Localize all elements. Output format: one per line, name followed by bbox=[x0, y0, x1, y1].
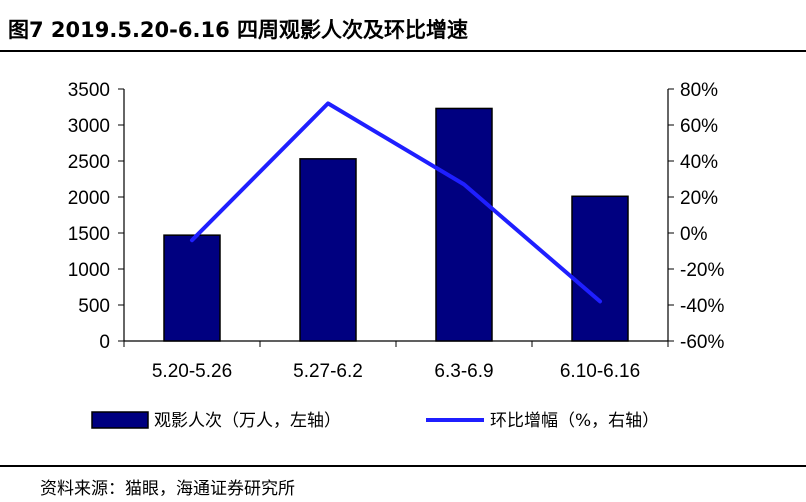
left-tick-label: 2500 bbox=[68, 152, 110, 173]
x-tick-label: 5.27-6.2 bbox=[293, 361, 363, 382]
source-note: 资料来源：猫眼，海通证券研究所 bbox=[40, 479, 295, 499]
left-tick-label: 0 bbox=[99, 332, 110, 353]
right-tick-label: 0% bbox=[680, 224, 708, 245]
left-tick-label: 500 bbox=[78, 296, 110, 317]
left-tick-label: 3500 bbox=[68, 80, 110, 101]
right-tick-label: 40% bbox=[680, 152, 718, 173]
left-tick-label: 1500 bbox=[68, 224, 110, 245]
legend-line-label: 环比增幅（%，右轴） bbox=[490, 411, 659, 431]
right-tick-label: 60% bbox=[680, 116, 718, 137]
bar bbox=[435, 107, 493, 342]
bar bbox=[163, 234, 221, 342]
x-tick-label: 6.10-6.16 bbox=[560, 361, 640, 382]
legend-bar-label: 观影人次（万人，左轴） bbox=[154, 411, 341, 431]
top-rule bbox=[0, 50, 806, 52]
right-tick-label: -60% bbox=[680, 332, 724, 353]
right-tick-label: 80% bbox=[680, 80, 718, 101]
x-tick-label: 6.3-6.9 bbox=[434, 361, 493, 382]
bar bbox=[299, 158, 357, 342]
bar bbox=[571, 195, 629, 342]
legend-bar-swatch bbox=[91, 411, 149, 429]
right-tick-label: -20% bbox=[680, 260, 724, 281]
growth-line bbox=[190, 101, 602, 304]
right-tick-label: -40% bbox=[680, 296, 724, 317]
right-tick-label: 20% bbox=[680, 188, 718, 209]
left-tick-label: 2000 bbox=[68, 188, 110, 209]
left-tick-label: 3000 bbox=[68, 116, 110, 137]
x-tick-label: 5.20-5.26 bbox=[152, 361, 232, 382]
figure-title: 图7 2019.5.20-6.16 四周观影人次及环比增速 bbox=[8, 18, 468, 42]
left-tick-label: 1000 bbox=[68, 260, 110, 281]
bottom-rule bbox=[0, 465, 806, 467]
